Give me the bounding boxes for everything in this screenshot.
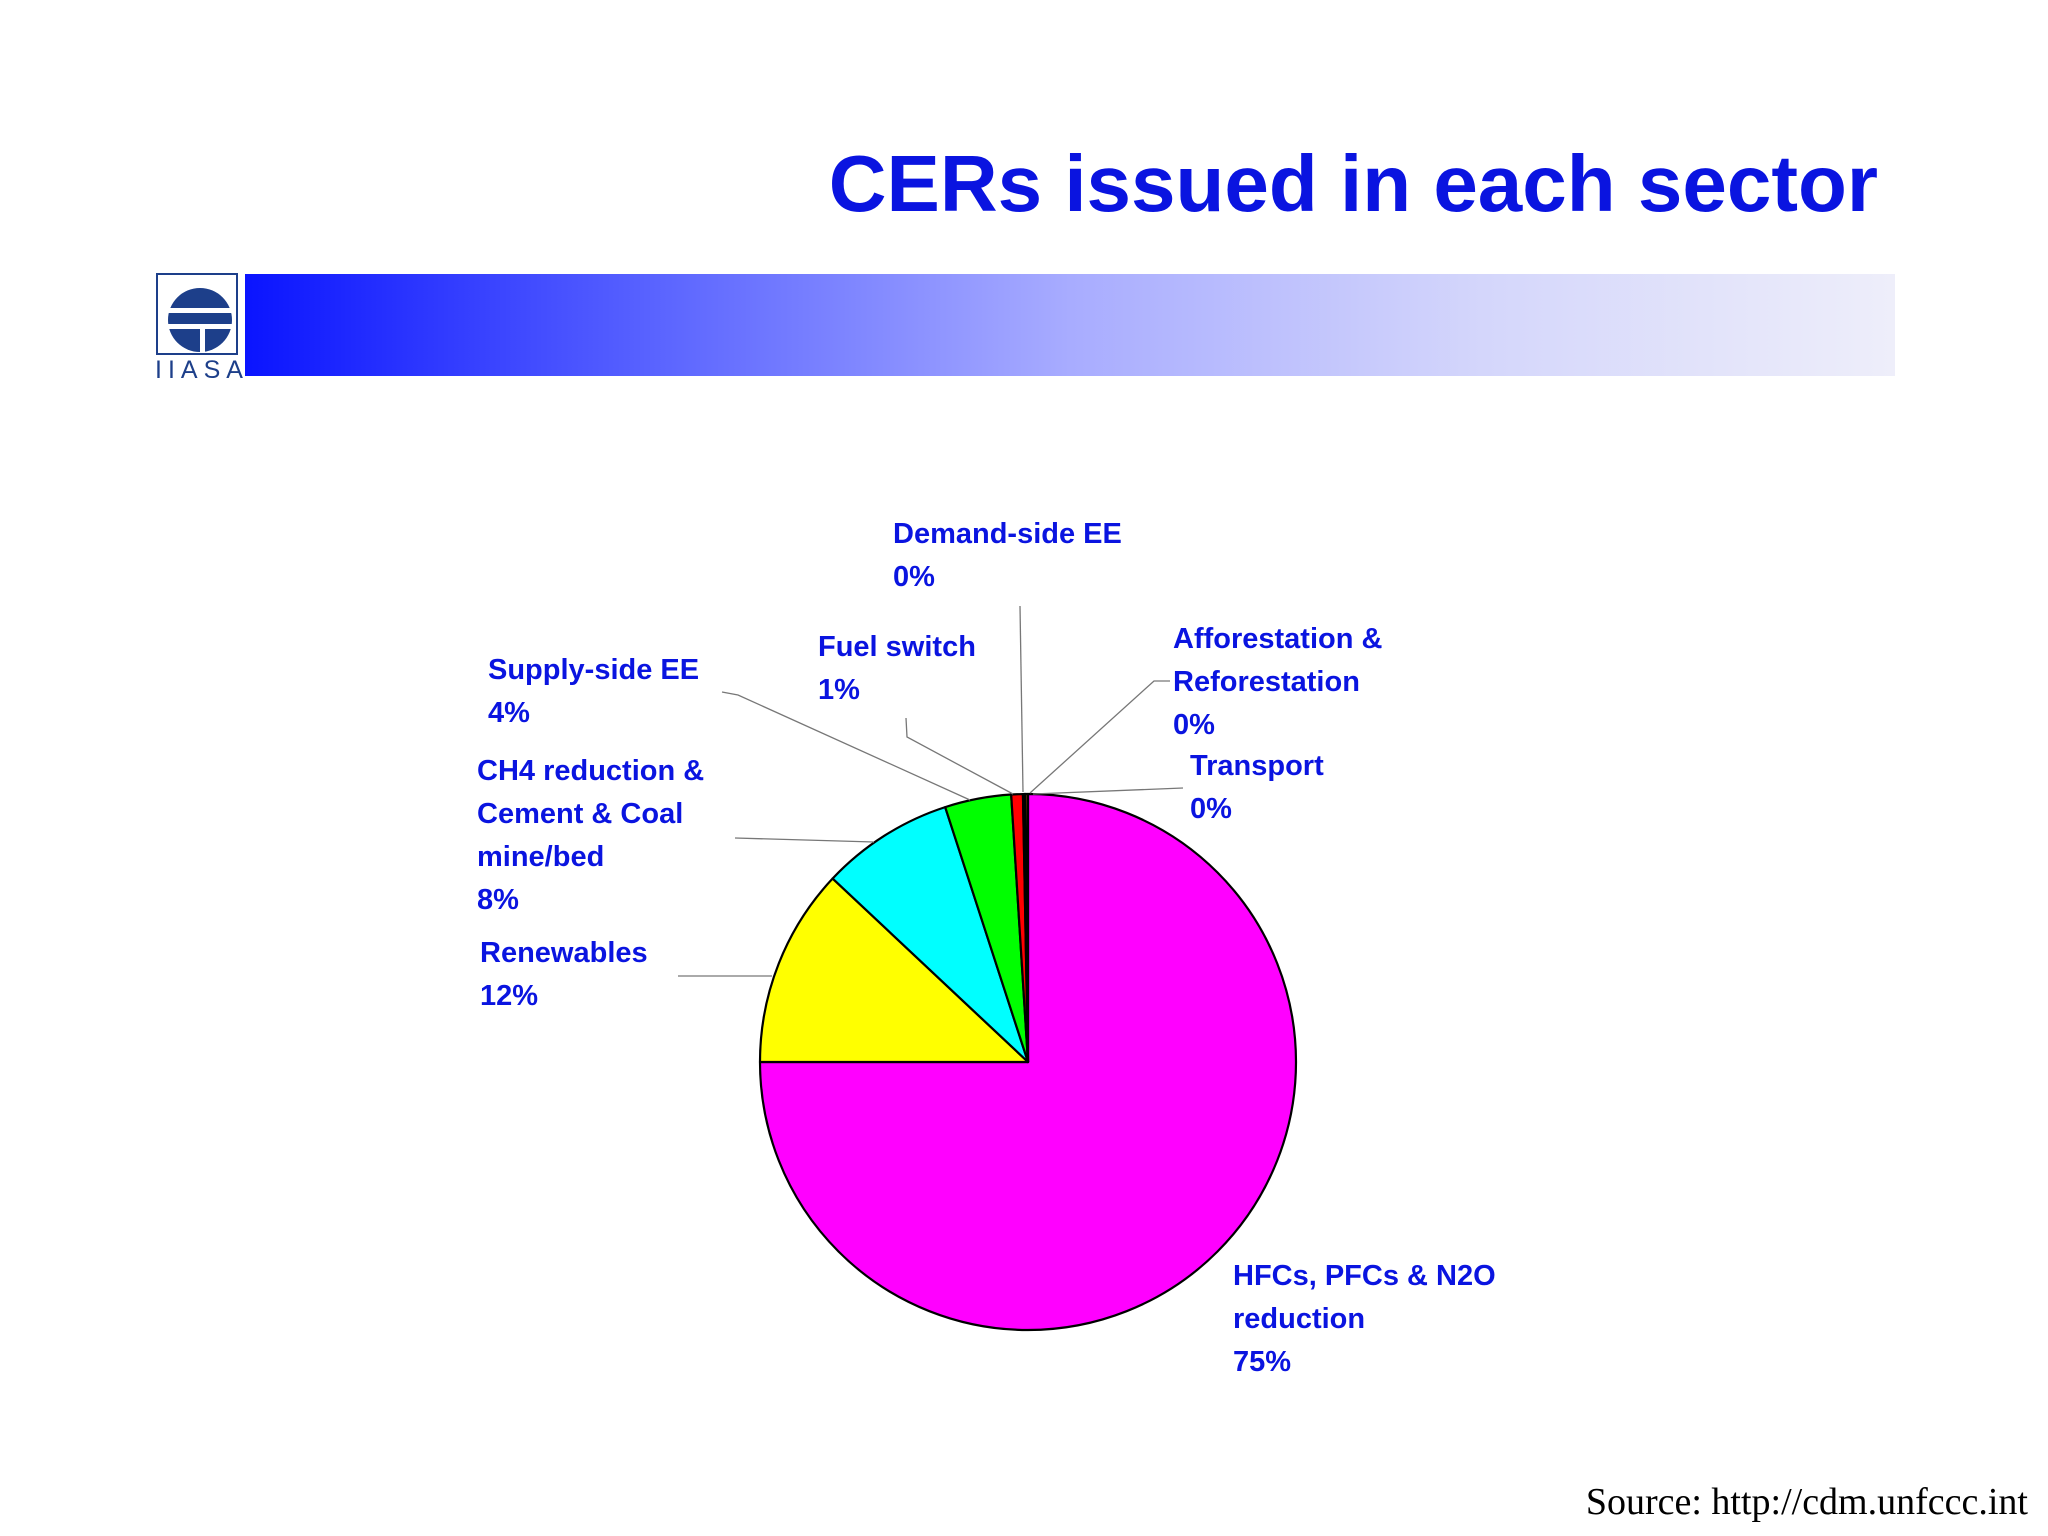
iiasa-logo bbox=[156, 273, 238, 355]
slice-label-6: Demand-side EE 0% bbox=[893, 518, 1122, 593]
leader-line-5 bbox=[905, 717, 1014, 795]
pie-slice-2 bbox=[758, 877, 1030, 1064]
slice-label-1: HFCs, PFCs & N2O reduction 75% bbox=[1233, 1260, 1496, 1378]
leader-line-7 bbox=[1029, 680, 1170, 794]
pie-slices bbox=[758, 792, 1298, 1332]
slice-label-3: CH4 reduction & Cement & Coal mine/bed 8% bbox=[477, 755, 704, 916]
slice-label-8: Transport 0% bbox=[1190, 750, 1324, 825]
slice-labels: HFCs, PFCs & N2O reduction 75% Renewables 12… bbox=[477, 518, 1496, 1378]
slice-label-2: Renewables 12% bbox=[480, 937, 648, 1012]
slide-title: CERs issued in each sector bbox=[828, 139, 1878, 228]
slice-label-7: Afforestation & Reforestation 0% bbox=[1173, 623, 1383, 741]
pie-slice-8 bbox=[1024, 792, 1030, 1064]
leader-line-8 bbox=[1032, 787, 1184, 795]
header-gradient-band bbox=[245, 274, 1895, 376]
leader-lines bbox=[678, 605, 1184, 977]
slice-label-5: Fuel switch 1% bbox=[818, 631, 976, 706]
source-note: Source: http://cdm.unfccc.int bbox=[1585, 1481, 2028, 1523]
leader-line-4 bbox=[721, 691, 971, 801]
leader-line-3 bbox=[734, 837, 875, 843]
leader-line-6 bbox=[1019, 605, 1024, 793]
pie-slice-3 bbox=[831, 806, 1030, 1064]
logo-text: IIASA bbox=[155, 356, 249, 384]
slice-label-4: Supply-side EE 4% bbox=[488, 654, 699, 729]
